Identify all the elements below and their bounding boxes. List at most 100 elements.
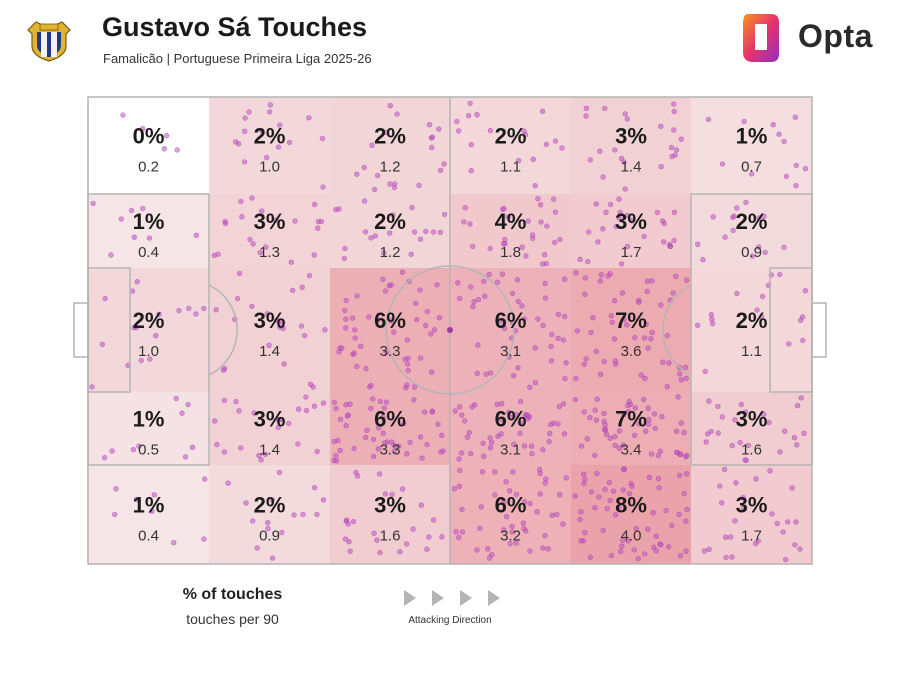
touch-dot xyxy=(602,486,608,493)
touch-dot xyxy=(354,363,360,370)
touch-dot xyxy=(683,375,689,382)
touch-dot xyxy=(755,538,761,544)
touch-dot xyxy=(783,173,790,180)
touch-dot xyxy=(397,548,403,555)
touch-dot xyxy=(390,212,396,218)
touch-dot xyxy=(364,427,370,433)
touch-dot xyxy=(641,233,647,240)
touch-dot xyxy=(120,112,126,118)
touch-dot xyxy=(609,319,616,326)
touch-dot xyxy=(262,451,268,458)
touch-dot xyxy=(670,127,677,133)
touch-dot xyxy=(468,142,474,148)
touch-dot xyxy=(151,492,158,498)
touch-dot xyxy=(342,307,348,314)
touch-dot xyxy=(789,485,795,491)
touch-dot xyxy=(577,256,583,262)
touch-dot xyxy=(664,384,670,390)
touch-dot xyxy=(468,168,474,174)
cell-percent-label: 4% xyxy=(495,209,527,234)
touch-dot xyxy=(382,288,389,294)
cell-per90-label: 1.6 xyxy=(741,442,762,459)
touch-dot xyxy=(625,409,632,415)
touch-dot xyxy=(755,244,762,250)
touch-dot xyxy=(648,451,655,457)
touch-dot xyxy=(485,546,491,552)
touch-dot xyxy=(411,397,417,403)
page-title: Gustavo Sá Touches xyxy=(102,12,368,42)
touch-dot xyxy=(766,419,772,426)
touch-dot xyxy=(619,537,626,544)
touch-dot xyxy=(477,525,483,531)
touch-dot xyxy=(487,127,494,134)
touch-dot xyxy=(547,430,553,437)
touch-dot xyxy=(572,493,578,499)
touch-dot xyxy=(214,441,220,448)
touch-dot xyxy=(241,159,248,165)
touch-dot xyxy=(382,440,388,446)
touch-dot xyxy=(354,473,361,479)
right-goal xyxy=(811,302,827,358)
cell-per90-label: 1.2 xyxy=(380,159,401,176)
touch-dot xyxy=(671,108,677,115)
touch-dot xyxy=(279,319,286,325)
touch-dot xyxy=(342,245,348,252)
touch-dot xyxy=(371,530,377,536)
touch-dot xyxy=(315,225,321,231)
touch-dot xyxy=(676,511,682,518)
touch-dot xyxy=(523,253,529,259)
touch-dot xyxy=(703,439,709,445)
touch-dot xyxy=(802,166,809,172)
touch-dot xyxy=(581,409,587,415)
touch-dot xyxy=(631,432,638,439)
right-penalty-arc xyxy=(662,284,692,376)
touch-dot xyxy=(134,279,140,285)
touch-dot xyxy=(635,555,641,562)
touch-dot xyxy=(347,401,353,407)
touch-dot xyxy=(640,396,647,403)
touch-dot xyxy=(774,520,780,527)
touch-dot xyxy=(474,370,480,376)
touch-dot xyxy=(580,471,587,477)
touch-dot xyxy=(267,109,273,115)
touch-dot xyxy=(601,426,608,433)
touch-dot xyxy=(792,542,798,548)
heat-cell xyxy=(88,268,209,392)
touch-dot xyxy=(784,519,791,525)
touch-dot xyxy=(401,420,407,427)
touch-dot xyxy=(602,105,608,112)
touch-dot xyxy=(459,506,465,513)
cell-per90-label: 1.7 xyxy=(621,244,642,261)
cell-percent-label: 2% xyxy=(736,308,768,333)
touch-dot xyxy=(388,318,394,324)
touch-dot xyxy=(509,414,515,420)
touch-dot xyxy=(600,527,606,534)
touch-dot xyxy=(333,458,340,464)
touch-dot xyxy=(793,162,799,169)
attacking-direction-label: Attacking Direction xyxy=(408,615,492,626)
touch-dot xyxy=(597,371,604,377)
touch-dot xyxy=(519,303,525,309)
touch-dot xyxy=(625,402,631,409)
touch-dot xyxy=(366,314,372,320)
touch-dot xyxy=(781,244,787,251)
touch-dot xyxy=(314,511,320,518)
cell-per90-label: 1.1 xyxy=(500,159,521,176)
touch-dot xyxy=(273,217,279,223)
touch-dot xyxy=(552,138,559,144)
touch-dot xyxy=(118,216,125,222)
touch-dot xyxy=(242,115,248,121)
heat-cell xyxy=(691,465,812,564)
touch-dot xyxy=(666,360,672,366)
touch-dot xyxy=(286,420,292,427)
touch-dot xyxy=(404,337,410,343)
touch-dot xyxy=(140,125,146,132)
attacking-direction-arrows-icon xyxy=(404,590,500,606)
touch-dot xyxy=(299,284,305,290)
heat-cell xyxy=(330,465,450,564)
touch-dot xyxy=(404,382,410,388)
touch-dot xyxy=(555,335,561,341)
cell-percent-label: 1% xyxy=(736,124,768,149)
touch-dot xyxy=(333,405,339,412)
touch-dot xyxy=(636,421,642,427)
